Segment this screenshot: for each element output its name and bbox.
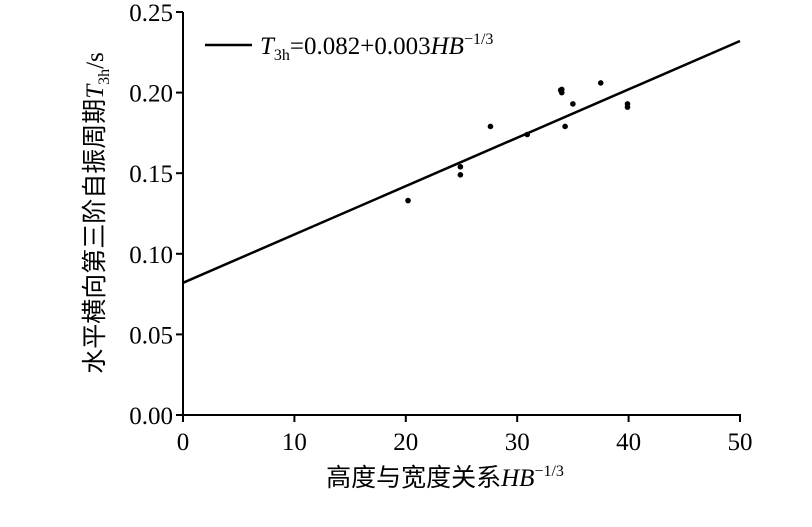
x-tick-label: 40 [616,429,641,456]
y-label-sub: 3h [96,69,113,85]
x-label-text: 高度与宽度关系 [326,464,501,492]
scatter-point [570,101,576,107]
y-tick-label: 0.00 [129,403,173,430]
legend-exp: −1/3 [464,31,493,48]
scatter-point [624,104,631,110]
y-label-var: T [82,83,109,99]
x-tick-label: 30 [505,429,530,456]
x-tick-label: 10 [282,429,307,456]
scatter-point [597,80,604,86]
fit-line [182,39,741,284]
y-tick-label: 0.25 [129,0,173,27]
x-label-exp: −1/3 [534,463,563,480]
legend-eq: =0.082+0.003 [290,33,431,60]
scatter-point [487,123,494,130]
legend-var2: HB [430,33,464,60]
y-axis-label: 水平横向第三阶自振周期T3h/s [81,52,113,374]
legend-var: T [260,33,276,60]
legend-label: T3h=0.082+0.003HB−1/3 [260,31,493,64]
x-tick-label: 0 [177,429,190,456]
scatter-point [562,123,568,130]
y-tick-label: 0.05 [129,322,173,349]
scatter-point [457,172,464,178]
x-tick-label: 50 [728,429,753,456]
scatter-point [558,86,565,93]
y-tick-label: 0.10 [129,242,173,269]
y-tick-label: 0.15 [129,161,173,188]
scatter-point [457,163,464,170]
x-label-var: HB [500,465,534,492]
x-axis-label: 高度与宽度关系HB−1/3 [326,463,564,492]
y-tick-label: 0.20 [129,81,173,108]
y-label-unit: /s [82,52,109,69]
legend-sub: 3h [274,47,290,64]
scatter-point [405,197,411,204]
x-tick-label: 20 [393,429,418,456]
y-label-text: 水平横向第三阶自振周期 [81,99,109,374]
